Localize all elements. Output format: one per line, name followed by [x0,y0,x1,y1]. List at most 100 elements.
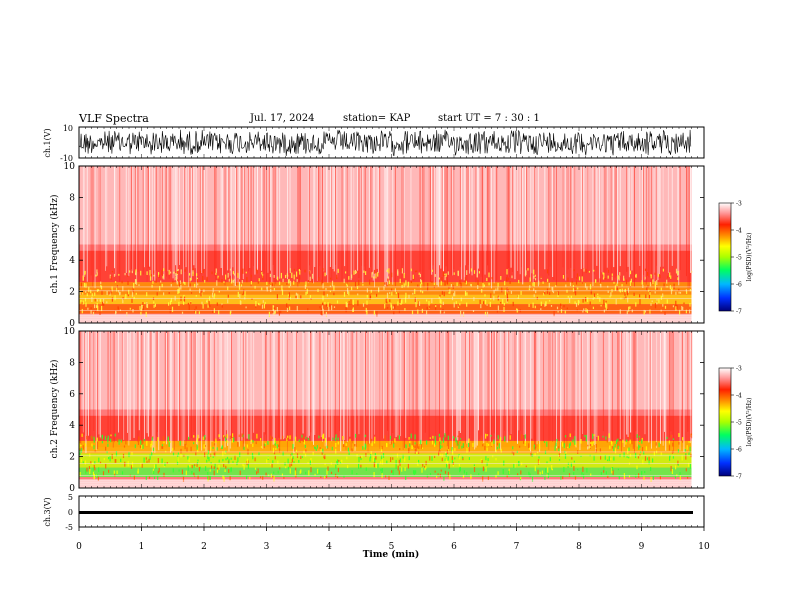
spectrogram-speckle [440,440,442,445]
spectrogram-streak [548,166,550,276]
spectrogram-streak [190,331,192,438]
spectrogram-speckle [603,272,605,279]
spectrogram-low-band [79,294,692,305]
spectrogram-speckle [130,465,133,469]
spectrogram-speckle [305,291,307,296]
spectrogram-streak [137,166,139,272]
spectrogram-speckle [403,272,405,279]
spectrogram-speckle [455,301,457,305]
spectrogram-speckle [90,289,92,294]
spectrogram-speckle [675,291,677,295]
spectrogram-streak [228,166,230,281]
spectrogram-speckle [677,277,679,281]
spectrogram-speckle [331,446,333,451]
spectrogram-speckle [569,433,571,438]
spectrogram-speckle [176,271,178,274]
spectrogram-streak [641,166,643,285]
spectrogram-streak [556,331,557,449]
spectrogram-speckle [128,289,130,295]
spectrogram-speckle [397,293,400,299]
spectrogram-speckle [80,459,82,463]
spectrogram-streak [93,166,95,281]
spectrogram-speckle [307,280,309,283]
spectrogram-speckle [468,457,470,460]
spectrogram-speckle [562,476,564,480]
chart-title: VLF Spectra [79,112,149,125]
spectrogram-speckle [593,293,596,298]
spectrogram-streak [313,331,314,445]
spectrogram-streak [441,166,443,270]
spectrogram-speckle [161,458,163,464]
spectrogram-speckle [202,436,204,441]
spectrogram-speckle [265,472,267,477]
spectrogram-streak [582,166,583,284]
spectrogram-streak [570,166,572,268]
spectrogram-streak [353,166,355,272]
spectrogram-streak [319,331,321,436]
spectrogram-speckle [405,280,407,286]
spectrogram-speckle [419,273,421,278]
spectrogram-streak [496,166,498,281]
spectrogram-speckle [431,269,433,272]
spectrogram-speckle [335,448,337,454]
spectrogram-speckle [570,295,572,298]
spectrogram-speckle [120,439,122,443]
spectrogram-streak [419,331,421,445]
spectrogram-speckle [529,447,531,450]
spectrogram-speckle [468,443,470,448]
spectrogram-speckle [202,303,204,309]
spectrogram-speckle [370,451,372,455]
spectrogram-speckle [170,271,172,274]
spectrogram-speckle [454,457,456,460]
spectrogram-speckle [94,304,96,309]
spectrogram-speckle [141,444,143,450]
spectrogram-speckle [568,443,571,449]
spectrogram-speckle [83,282,86,288]
spectrogram-speckle [109,274,111,279]
spectrogram-streak [466,331,468,444]
spectrogram-speckle [508,470,510,475]
spectrogram-speckle [229,268,231,271]
spectrogram-speckle [507,296,509,302]
spectrogram-speckle [416,270,418,273]
spectrogram-streak [147,331,149,437]
spectrogram-speckle [431,298,433,304]
spectrogram-speckle [385,298,387,303]
spectrogram-speckle [183,301,185,305]
spectrogram-speckle [173,271,175,274]
spectrogram-streak [469,166,470,274]
spectrogram-speckle [239,451,241,458]
spectrogram-speckle [447,461,449,464]
spectrogram-speckle [295,467,297,473]
spectrogram-streak [184,331,186,441]
spectrogram-speckle [333,292,335,296]
spectrogram-speckle [401,268,403,274]
spectrogram-speckle [310,467,312,473]
spectrogram-speckle [392,457,394,460]
spectrogram-streak [271,166,273,283]
spectrogram-streak [410,166,412,281]
spectrogram-speckle [93,436,95,440]
spectrogram-speckle [386,282,388,287]
spectrogram-streak [574,166,576,279]
spectrogram-speckle [109,291,111,296]
spectrogram-speckle [585,308,587,313]
spectrogram-speckle [230,467,232,473]
spectrogram-speckle [196,444,198,450]
spectrogram-speckle [182,476,185,482]
spectrogram-streak [618,331,620,447]
spectrogram-speckle [232,280,234,283]
spectrogram-speckle [213,466,215,470]
spectrogram-speckle [88,466,90,472]
spectrogram-speckle [114,310,117,315]
spectrogram-speckle [443,291,445,297]
spectrogram-speckle [208,457,210,462]
spectrogram-streak [249,166,251,268]
spectrogram-speckle [301,434,303,438]
spectrogram-streak [683,331,685,452]
spectrogram-speckle [383,286,385,290]
spectrogram-speckle [582,298,584,303]
spectrogram-streak [453,166,455,269]
spectrogram-speckle [583,473,585,479]
spectrogram-speckle [366,295,368,298]
